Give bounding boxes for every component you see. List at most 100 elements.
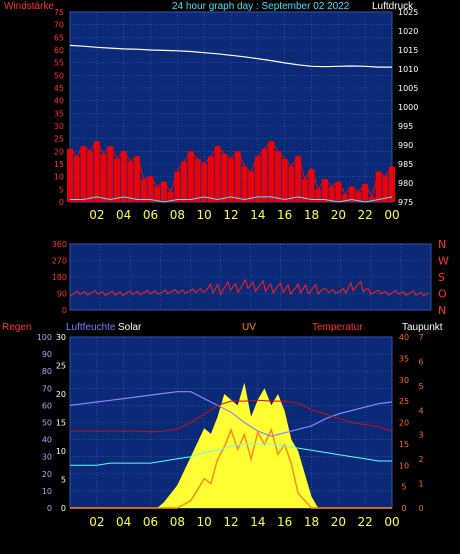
regen-y-tick-label: 20: [42, 470, 52, 479]
time-tick-label: 02: [89, 515, 104, 529]
wind-spike: [87, 151, 94, 202]
wind-spike: [194, 158, 201, 202]
solar-label: Solar: [118, 322, 142, 333]
compass-tick-label: S: [438, 271, 445, 284]
wind-y-tick-label: 65: [54, 33, 64, 42]
wind-spike: [147, 176, 154, 202]
wind-spike: [268, 141, 275, 202]
pressure-y-tick-label: 985: [398, 160, 413, 169]
wind-y-tick-label: 20: [54, 147, 64, 156]
time-tick-label: 10: [197, 208, 212, 222]
uv-y-tick-label: 3: [418, 431, 423, 440]
direction-y-tick-label: 90: [57, 290, 67, 299]
wind-spike: [241, 166, 248, 202]
time-tick-label: 02: [89, 208, 104, 222]
wind-spike: [140, 179, 147, 202]
wind-y-tick-label: 75: [54, 8, 64, 17]
temperature-y-tick-label: 15: [399, 440, 409, 449]
wind-spike: [234, 151, 241, 202]
temperature-line: [70, 399, 393, 433]
wind-spike: [221, 153, 228, 202]
pressure-y-tick-label: 1000: [398, 103, 418, 112]
wind-spike: [127, 161, 134, 202]
direction-line: [69, 278, 429, 297]
wind-spike: [228, 158, 234, 202]
solar-area: [70, 382, 392, 508]
wind-spike: [308, 169, 315, 202]
time-tick-label: 18: [304, 208, 319, 222]
uv-line: [70, 427, 392, 509]
wind-spike: [73, 156, 80, 202]
uv-y-tick-label: 2: [418, 455, 423, 464]
wind-spike: [80, 146, 87, 202]
wind-spike: [100, 153, 107, 202]
time-tick-label: 10: [197, 515, 212, 529]
temperature-y-tick-label: 20: [399, 419, 409, 428]
humidity-line: [69, 391, 393, 437]
regen-y-tick-label: 0: [47, 504, 52, 513]
compass-tick-label: N: [438, 238, 446, 251]
wind-y-tick-label: 10: [54, 173, 64, 182]
temperature-y-tick-label: 30: [399, 376, 409, 385]
direction-y-tick-label: 0: [62, 306, 67, 315]
wind-spike: [362, 184, 369, 202]
wind-spike: [201, 164, 208, 202]
time-tick-label: 22: [358, 515, 373, 529]
wind-y-tick-label: 70: [54, 21, 64, 30]
uv-y-tick-label: 4: [418, 406, 423, 415]
time-tick-label: 08: [170, 208, 185, 222]
time-tick-label: 18: [304, 515, 319, 529]
wind-y-tick-label: 55: [54, 59, 64, 68]
wind-y-tick-label: 0: [59, 198, 64, 207]
time-tick-label: 08: [170, 515, 185, 529]
temperature-y-tick-label: 10: [399, 461, 409, 470]
wind-spike: [181, 161, 187, 202]
wind-spike: [167, 191, 174, 202]
wind-spike: [355, 191, 362, 202]
wind-spike: [134, 156, 141, 202]
wind-spike: [389, 166, 395, 202]
wind-y-tick-label: 50: [54, 71, 64, 80]
temperature-y-tick-label: 25: [399, 397, 409, 406]
time-tick-label: 06: [143, 515, 158, 529]
wind-spike: [328, 186, 335, 202]
wind-spike: [120, 151, 127, 202]
pressure-y-tick-label: 990: [398, 141, 413, 150]
wind-spike: [214, 146, 221, 202]
regen-y-tick-label: 50: [42, 419, 52, 428]
time-tick-label: 04: [116, 515, 131, 529]
regen-y-tick-label: 80: [42, 367, 52, 376]
luftfeuchte-label: Luftfeuchte: [66, 322, 116, 333]
wind-spike: [368, 196, 375, 202]
wind-spike: [160, 181, 167, 202]
time-tick-label: 22: [358, 208, 373, 222]
temperature-y-tick-label: 40: [399, 333, 409, 342]
compass-tick-label: N: [438, 304, 446, 317]
regen-y-tick-label: 60: [42, 401, 52, 410]
wind-y-tick-label: 60: [54, 46, 64, 55]
direction-y-tick-label: 180: [52, 273, 67, 282]
time-tick-label: 00: [384, 515, 399, 529]
wind-spike: [295, 156, 302, 202]
wind-y-tick-label: 30: [54, 122, 64, 131]
wind-spike: [93, 141, 100, 202]
avg-wind-line: [70, 196, 393, 203]
wind-spike: [254, 156, 261, 202]
wind-spike: [114, 158, 120, 202]
graph-title: 24 hour graph day : September 02 2022: [172, 1, 350, 12]
wind-y-tick-label: 25: [54, 135, 64, 144]
pressure-y-tick-label: 1010: [398, 65, 418, 74]
wind-spike: [281, 158, 288, 202]
time-tick-label: 04: [116, 208, 131, 222]
humidity-y-tick-label: 20: [56, 390, 66, 399]
windstaerke-label: Windstärke: [4, 1, 55, 12]
wind-spike: [174, 171, 181, 202]
wind-y-tick-label: 35: [54, 109, 64, 118]
wind-spike: [348, 186, 355, 202]
wind-spike: [315, 189, 322, 202]
compass-tick-label: O: [438, 288, 447, 301]
regen-y-tick-label: 100: [37, 333, 52, 342]
time-tick-label: 16: [277, 515, 292, 529]
